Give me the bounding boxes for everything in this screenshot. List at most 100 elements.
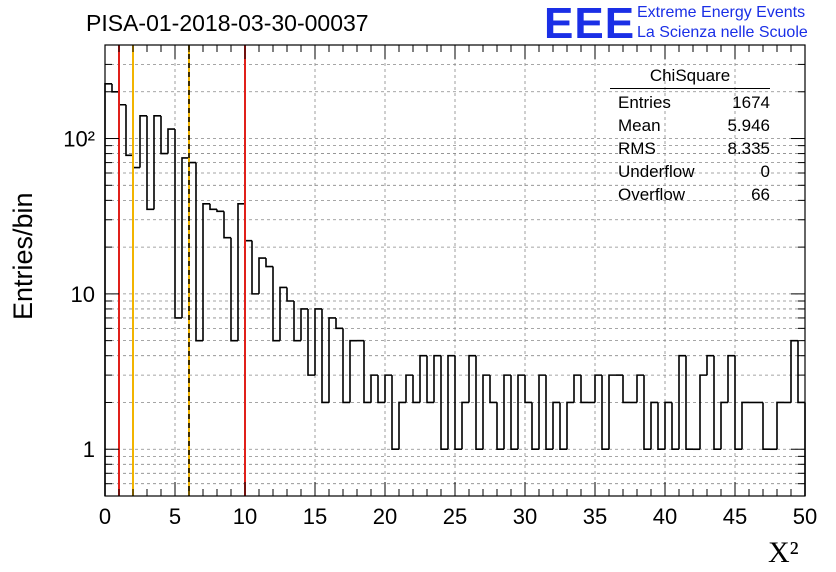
histogram-bin xyxy=(412,375,420,404)
histogram-bin xyxy=(251,240,259,295)
stats-row: Entries 1674 xyxy=(610,91,778,114)
x-tick-label: 45 xyxy=(723,504,747,529)
histogram-bin xyxy=(349,339,357,403)
stats-label: Underflow xyxy=(618,162,695,181)
histogram-bin xyxy=(601,375,609,451)
histogram-bin xyxy=(678,354,686,450)
histogram-bin xyxy=(503,374,511,450)
stats-value: 5.946 xyxy=(727,116,770,135)
histogram-bin xyxy=(741,401,749,450)
histogram-bin xyxy=(335,317,343,330)
histogram-bin xyxy=(426,355,434,404)
x-tick-label: 25 xyxy=(443,504,467,529)
histogram-bin xyxy=(209,203,217,211)
histogram-bin xyxy=(384,374,392,403)
histogram-bin xyxy=(300,308,308,341)
histogram-bin xyxy=(279,286,287,341)
histogram-bin xyxy=(258,257,266,294)
histogram-bin xyxy=(475,355,483,451)
x-tick-label: 20 xyxy=(373,504,397,529)
histogram-bin xyxy=(167,128,175,154)
histogram-bin xyxy=(314,308,322,376)
histogram-bin xyxy=(321,308,329,404)
histogram-bin xyxy=(237,203,245,341)
x-tick-label: 30 xyxy=(513,504,537,529)
logo-line-2: La Scienza nelle Scuole xyxy=(637,24,808,41)
histogram-bin xyxy=(671,402,679,451)
histogram-bin xyxy=(580,375,588,404)
histogram-bin xyxy=(790,339,798,403)
histogram-bin xyxy=(377,375,385,404)
histogram-bin xyxy=(153,115,161,210)
stats-row: Overflow 66 xyxy=(610,183,778,206)
histogram-bin xyxy=(797,340,805,404)
histogram-bin xyxy=(286,287,294,302)
stats-row: Underflow 0 xyxy=(610,160,778,183)
x-axis-label: X² xyxy=(768,536,799,569)
histogram-bin xyxy=(118,91,126,106)
histogram-bin xyxy=(328,317,336,403)
histogram-bin xyxy=(146,115,154,211)
histogram-bin xyxy=(713,355,721,451)
histogram-bin xyxy=(188,157,196,164)
histogram-bin xyxy=(608,374,616,450)
eee-logo: EEE xyxy=(544,0,636,48)
histogram-bin xyxy=(699,374,707,450)
histogram-bin xyxy=(398,401,406,450)
x-tick-label: 0 xyxy=(99,504,111,529)
histogram-bin xyxy=(307,308,315,376)
stats-value: 8.335 xyxy=(727,139,770,158)
stats-value: 1674 xyxy=(732,93,770,112)
chart-title: PISA-01-2018-03-30-00037 xyxy=(86,10,369,36)
stats-row: Mean 5.946 xyxy=(610,114,778,137)
histogram-bin xyxy=(566,401,574,450)
y-tick-label: 1 xyxy=(83,437,95,462)
x-tick-label: 35 xyxy=(583,504,607,529)
stats-box: ChiSquare Entries 1674 Mean 5.946 RMS 8.335… xyxy=(610,66,778,206)
histogram-bin xyxy=(643,375,651,451)
histogram-bin xyxy=(720,401,728,450)
axis-tick-labels: 0 5 10 15 20 25 30 35 40 45 50 1 10 10² xyxy=(63,127,817,529)
histogram-bin xyxy=(573,374,581,403)
histogram-bin xyxy=(657,402,665,451)
histogram-bin xyxy=(636,374,644,403)
stats-title: ChiSquare xyxy=(610,66,770,89)
histogram-bin xyxy=(482,374,490,450)
histogram-bin xyxy=(468,354,476,403)
histogram-bin xyxy=(370,374,378,403)
histogram-bin xyxy=(510,375,518,451)
histogram-bin xyxy=(195,162,203,342)
histogram-bin xyxy=(293,300,301,342)
histogram-bin xyxy=(594,374,602,403)
histogram-bin xyxy=(160,115,168,155)
histogram-bin xyxy=(776,401,784,450)
histogram-bin xyxy=(230,237,238,342)
histogram-bin xyxy=(363,340,371,404)
histogram-bin xyxy=(405,374,413,403)
histogram-bin xyxy=(559,402,567,451)
stats-label: Mean xyxy=(618,116,661,135)
histogram-bin xyxy=(531,402,539,451)
histogram-bin xyxy=(223,211,231,239)
y-tick-label: 10 xyxy=(71,282,95,307)
histogram-bin xyxy=(265,258,273,268)
histogram-bin xyxy=(685,355,693,451)
histogram-bin xyxy=(762,402,770,451)
histogram-bin xyxy=(272,266,280,342)
x-tick-label: 15 xyxy=(303,504,327,529)
stats-label: RMS xyxy=(618,139,656,158)
histogram-bin xyxy=(419,354,427,403)
histogram-bin xyxy=(342,328,350,404)
histogram-bin xyxy=(174,129,182,319)
histogram-bin xyxy=(454,355,462,451)
x-tick-label: 10 xyxy=(233,504,257,529)
stats-label: Overflow xyxy=(618,185,686,204)
histogram-bin xyxy=(433,354,441,403)
histogram-bin xyxy=(244,203,252,242)
histogram-bin xyxy=(727,354,735,403)
histogram-bin xyxy=(524,375,532,404)
histogram-bin xyxy=(216,209,224,213)
histogram-bin xyxy=(461,401,469,450)
histogram-bin xyxy=(111,83,119,93)
histogram-plot xyxy=(104,83,806,496)
